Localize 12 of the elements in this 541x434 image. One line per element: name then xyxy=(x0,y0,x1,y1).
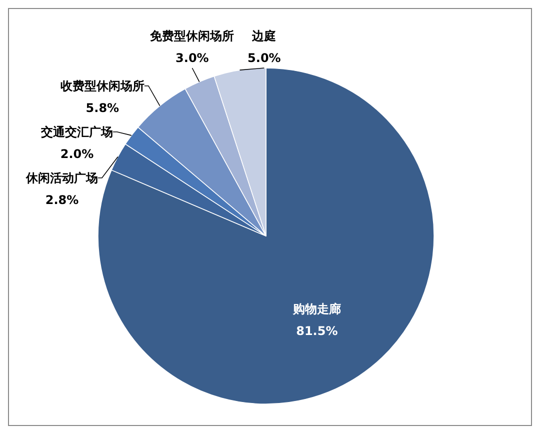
data-label: 3.0% xyxy=(176,51,209,65)
slice-label: 休闲活动广场 xyxy=(24,170,98,185)
data-label: 2.0% xyxy=(60,146,94,161)
slice-label: 购物走廊 xyxy=(292,302,341,316)
slice-label: 交通交汇广场 xyxy=(40,124,114,139)
slice-label: 收费型休闲场所 xyxy=(60,78,144,93)
data-label: 2.8% xyxy=(45,192,79,207)
data-label: 81.5% xyxy=(296,324,338,338)
slice-label: 免费型休闲场所 xyxy=(149,29,234,43)
slice-label: 边庭 xyxy=(251,29,276,43)
data-label: 5.0% xyxy=(248,51,281,65)
data-label: 5.8% xyxy=(86,100,120,115)
